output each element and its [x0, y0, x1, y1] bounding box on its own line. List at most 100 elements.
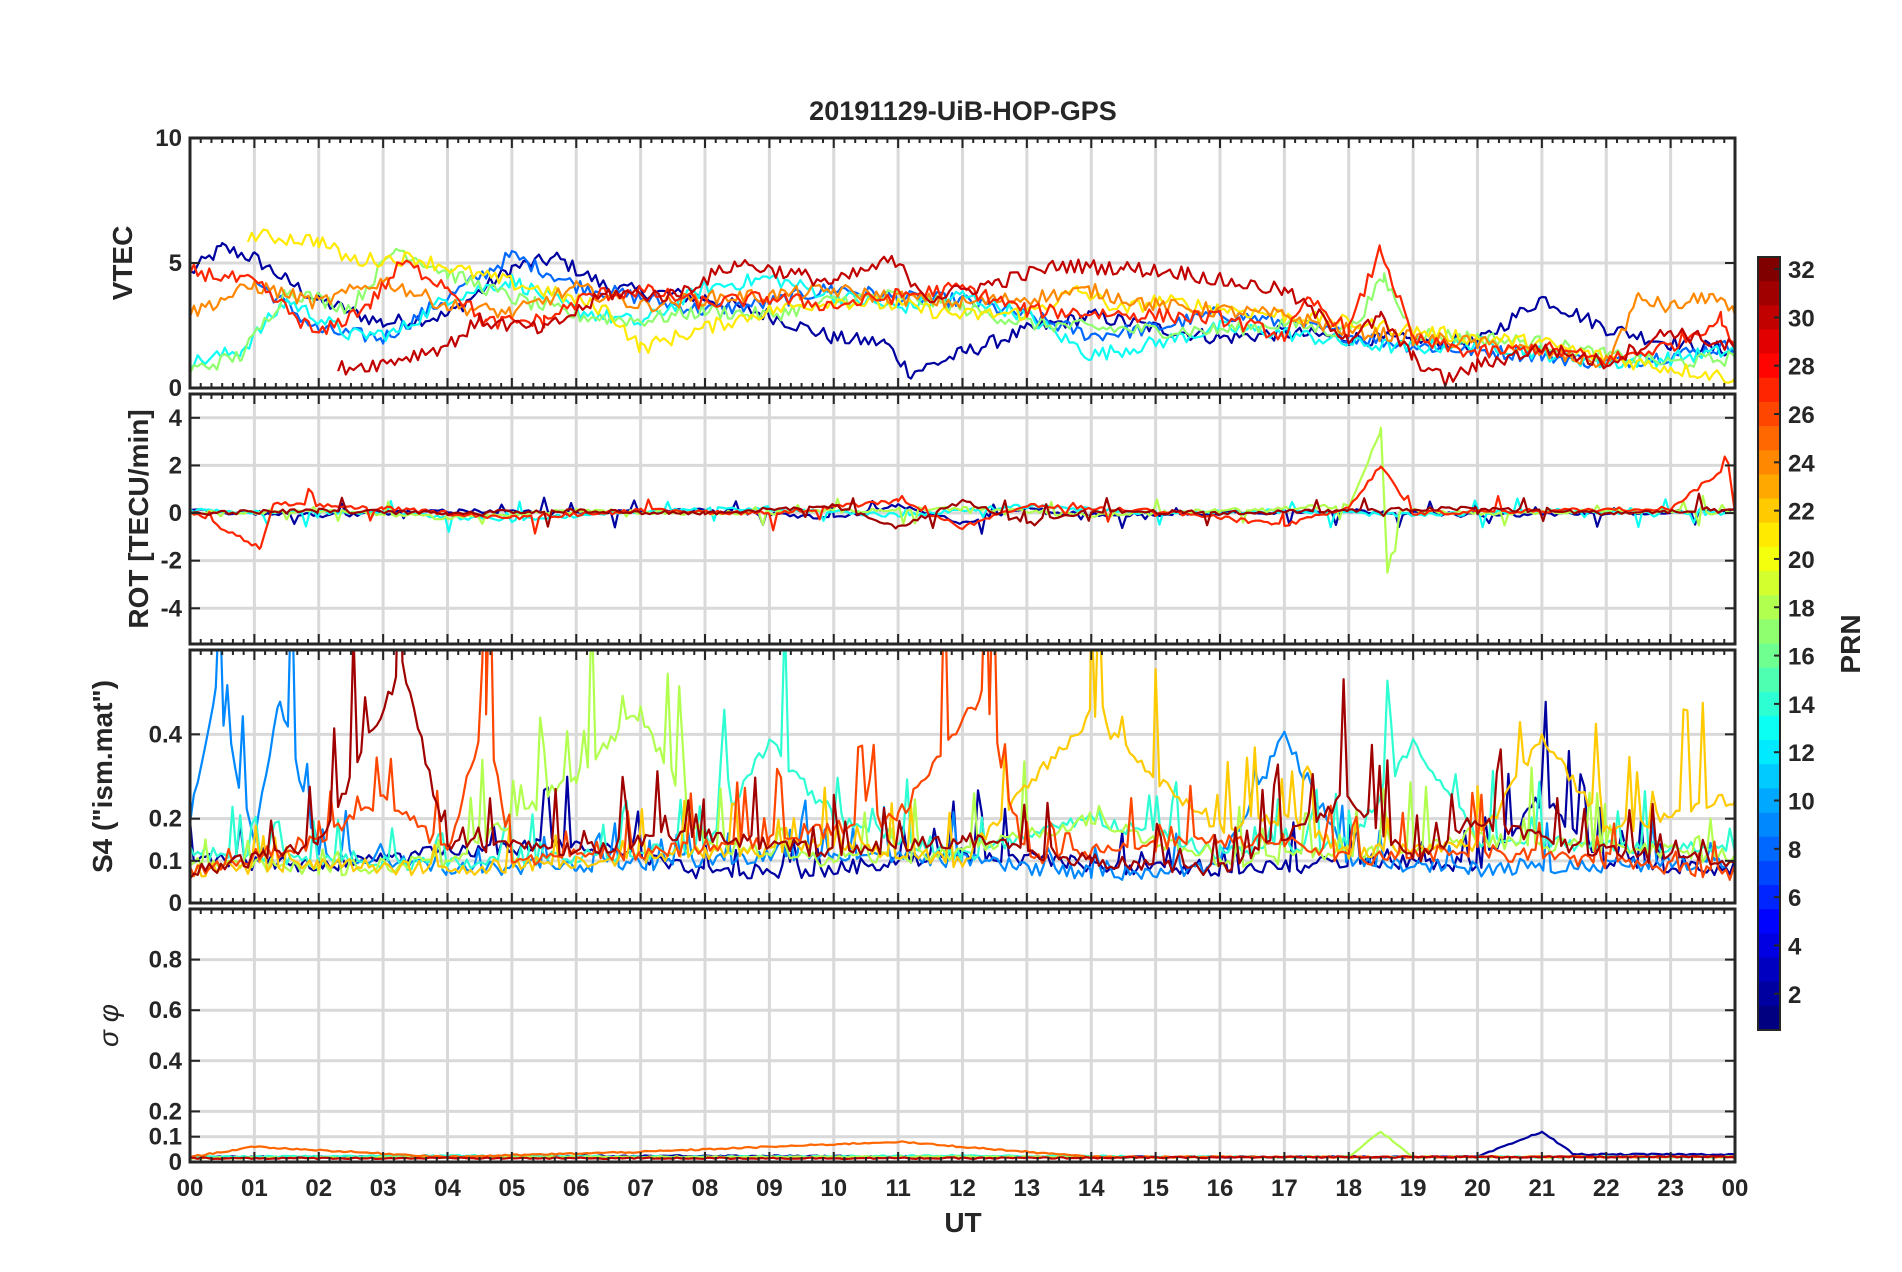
- x-tick-label: 11: [885, 1175, 910, 1202]
- x-tick-label: 05: [499, 1175, 526, 1202]
- colorbar-tick-label: 22: [1788, 499, 1815, 526]
- series-line-prn-31: [190, 492, 1735, 530]
- x-tick-label: 06: [563, 1175, 590, 1202]
- series-group: [190, 228, 1735, 388]
- x-tick-label: 20: [1464, 1175, 1491, 1202]
- y-tick-label: 0.6: [149, 997, 182, 1024]
- y-axis-label: σ φ: [93, 1004, 124, 1047]
- colorbar-tick-label: 6: [1788, 885, 1801, 912]
- series-line-prn-30: [337, 254, 1735, 388]
- colorbar-segment: [1758, 909, 1780, 934]
- colorbar-tick-label: 32: [1788, 257, 1815, 284]
- x-tick-label: 03: [370, 1175, 397, 1202]
- colorbar-segment: [1758, 957, 1780, 983]
- colorbar-segment: [1758, 305, 1780, 331]
- y-tick-label: 0.1: [149, 848, 182, 875]
- colorbar-segment: [1758, 281, 1780, 306]
- series-group: [190, 426, 1735, 574]
- colorbar-segment: [1758, 885, 1780, 910]
- colorbar-tick-label: 12: [1788, 740, 1815, 767]
- x-tick-label: 14: [1078, 1175, 1105, 1202]
- colorbar-segment: [1758, 595, 1780, 620]
- colorbar-tick-label: 8: [1788, 837, 1801, 864]
- series-line-prn-22: [190, 650, 1735, 878]
- colorbar-tick-label: 14: [1788, 692, 1815, 719]
- colorbar-segment: [1758, 619, 1780, 645]
- y-tick-label: 5: [169, 250, 182, 277]
- colorbar-segment: [1758, 329, 1780, 355]
- x-tick-label: 04: [434, 1175, 461, 1202]
- y-tick-label: 0.4: [149, 1048, 183, 1075]
- colorbar-tick-label: 30: [1788, 305, 1815, 332]
- colorbar-tick-label: 28: [1788, 354, 1815, 381]
- series-line-prn-27: [190, 244, 1735, 367]
- x-tick-labels: 00 01 02 03 04 05 06 07 08 09 10 11 12 13 14 15 16 17 18 19…: [177, 1175, 1749, 1202]
- colorbar-segment: [1758, 691, 1780, 717]
- x-tick-label: 10: [820, 1175, 847, 1202]
- x-tick-label: 01: [241, 1175, 268, 1202]
- y-tick-label: -2: [161, 548, 182, 575]
- y-tick-label: 0: [169, 890, 182, 917]
- y-axis-label: ROT [TECU/min]: [123, 409, 154, 628]
- series-line-prn-31: [190, 650, 1735, 880]
- colorbar-segment: [1758, 546, 1780, 572]
- colorbar-segment: [1758, 353, 1780, 379]
- y-tick-label: 0.1: [149, 1124, 182, 1151]
- colorbar-frame: [1757, 256, 1781, 1031]
- y-axis-label: VTEC: [107, 226, 138, 301]
- colorbar-segment: [1758, 571, 1780, 596]
- y-tick-label: 0.4: [149, 721, 183, 748]
- colorbar-segment: [1758, 812, 1780, 838]
- x-axis-label: UT: [944, 1207, 981, 1238]
- series-line-prn-26: [190, 650, 1735, 881]
- colorbar-segment: [1758, 426, 1780, 451]
- colorbar-segment: [1758, 401, 1780, 427]
- colorbar-segment: [1758, 667, 1780, 693]
- colorbar-segment: [1758, 764, 1780, 790]
- x-tick-label: 21: [1529, 1175, 1556, 1202]
- colorbar-segment: [1758, 498, 1780, 524]
- x-tick-label: 17: [1271, 1175, 1298, 1202]
- colorbar-segment: [1758, 450, 1780, 476]
- series-line-prn-30: [190, 1155, 1735, 1160]
- colorbar-segment: [1758, 788, 1780, 814]
- panel-vtec: 0 5 10 VTEC: [107, 125, 1737, 402]
- colorbar-tick-label: 18: [1788, 595, 1815, 622]
- colorbar-tick-label: 16: [1788, 644, 1815, 671]
- colorbar-segment: [1758, 740, 1780, 765]
- x-tick-label: 22: [1593, 1175, 1620, 1202]
- colorbar-segment: [1758, 522, 1780, 548]
- panel-sigma_phi: 00.10.2 0.4 0.6 0.8 σ φ: [93, 907, 1737, 1176]
- x-tick-label: 08: [692, 1175, 719, 1202]
- colorbar-tick-label: 10: [1788, 789, 1815, 816]
- series-line-prn-24: [190, 276, 1735, 369]
- colorbar-segment: [1758, 981, 1780, 1007]
- y-tick-label: 4: [169, 405, 183, 432]
- colorbar-tick-label: 2: [1788, 982, 1801, 1009]
- y-tick-label: 0.8: [149, 947, 182, 974]
- x-tick-label: 16: [1207, 1175, 1234, 1202]
- y-tick-label: 10: [155, 125, 182, 152]
- colorbar-tick-label: 4: [1788, 933, 1802, 960]
- colorbar-label: PRN: [1835, 614, 1866, 673]
- y-tick-label: 0.2: [149, 1098, 182, 1125]
- colorbar-segment: [1758, 643, 1780, 669]
- colorbar-tick-label: 26: [1788, 402, 1815, 429]
- colorbar-segment: [1758, 257, 1780, 282]
- x-tick-label: 12: [949, 1175, 976, 1202]
- panel-s4: 0 0.1 0.2 0.4 S4 ("ism.mat"): [87, 648, 1737, 917]
- colorbar-segment: [1758, 836, 1780, 862]
- x-tick-label: 07: [627, 1175, 654, 1202]
- x-tick-label: 09: [756, 1175, 783, 1202]
- colorbar-tick-label: 24: [1788, 450, 1815, 477]
- x-tick-label: 23: [1657, 1175, 1684, 1202]
- colorbar-segment: [1758, 474, 1780, 500]
- x-tick-label: 19: [1400, 1175, 1427, 1202]
- chart-title: 20191129-UiB-HOP-GPS: [809, 96, 1117, 126]
- x-tick-label: 13: [1014, 1175, 1041, 1202]
- x-tick-label: 02: [305, 1175, 332, 1202]
- y-tick-label: -4: [161, 595, 183, 622]
